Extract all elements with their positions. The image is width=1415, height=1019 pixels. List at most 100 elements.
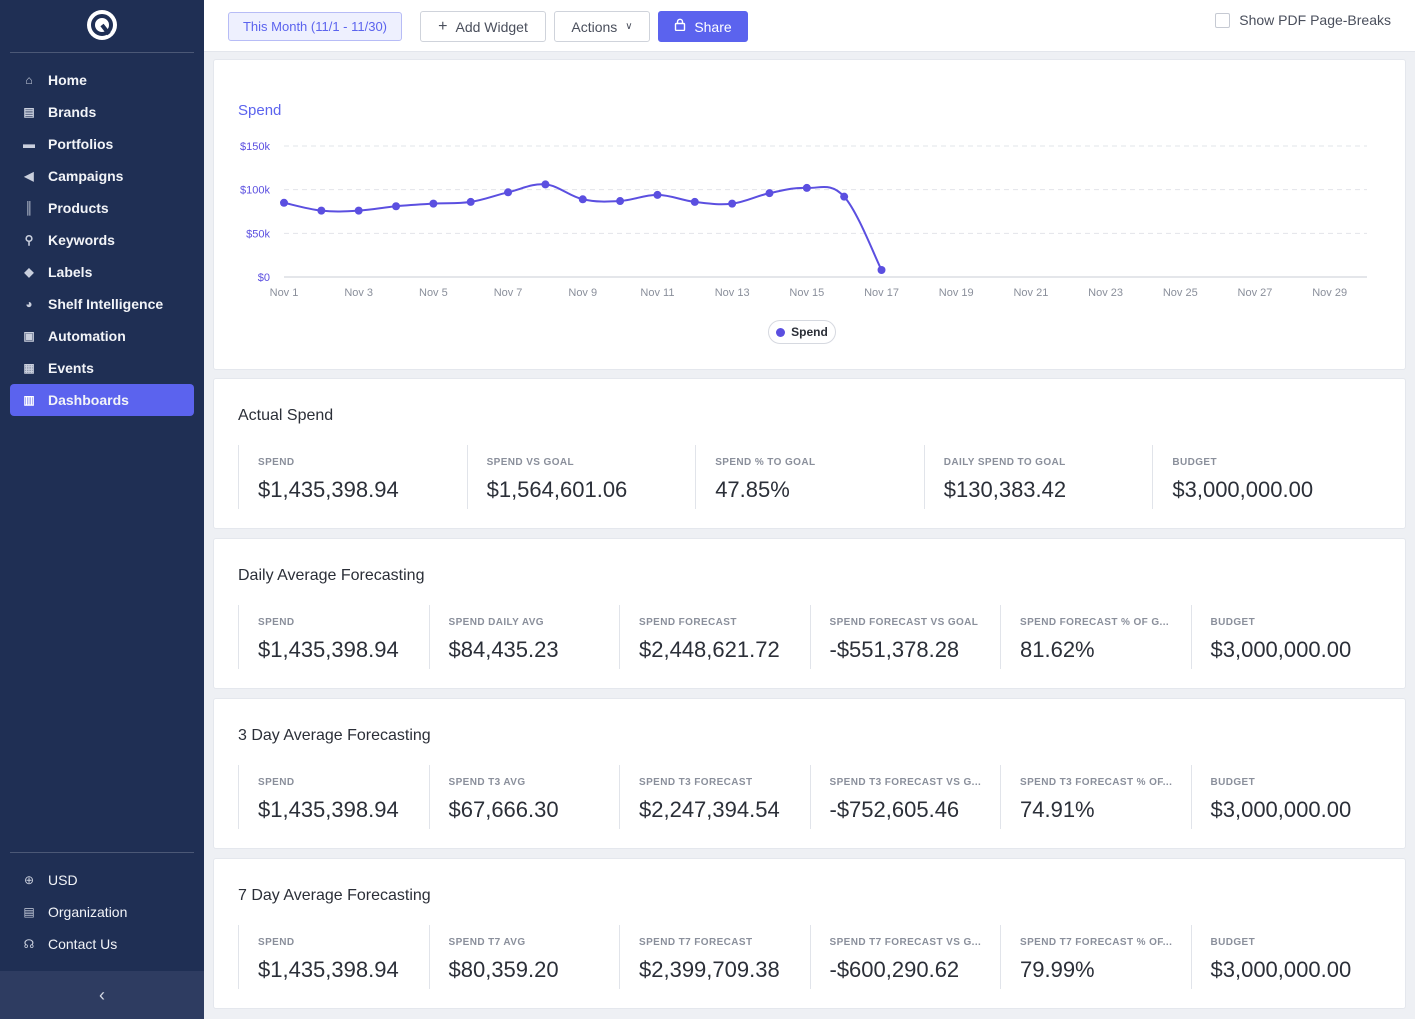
sidebar-item-brands[interactable]: ▤ Brands <box>10 96 194 128</box>
metric-tile: SPEND $1,435,398.94 <box>238 925 429 989</box>
sidebar-item-label: USD <box>48 872 78 888</box>
legend-label: Spend <box>791 325 828 339</box>
metric-label: SPEND FORECAST VS GOAL <box>829 617 979 628</box>
sidebar-item-shelf-intelligence[interactable]: ◕ Shelf Intelligence <box>10 288 194 320</box>
metric-label: SPEND % TO GOAL <box>715 457 816 468</box>
metric-label: SPEND T7 FORECAST VS G... <box>829 937 982 948</box>
metric-label: SPEND T3 FORECAST VS G... <box>829 777 982 788</box>
spend-chart-card: Spend $0 $50k $100k $150k Nov 1 Nov 3 Nov 5 Nov… <box>214 60 1405 369</box>
metric-label: SPEND T3 FORECAST % OF... <box>1020 777 1173 788</box>
sidebar-divider <box>10 52 194 53</box>
metric-tile: SPEND T7 FORECAST $2,399,709.38 <box>619 925 810 989</box>
metric-label: SPEND T7 FORECAST % OF... <box>1020 937 1173 948</box>
x-tick-label: Nov 7 <box>494 287 523 299</box>
sidebar-item-label: Shelf Intelligence <box>48 296 164 312</box>
metric-label: BUDGET <box>1210 777 1256 788</box>
sidebar-item-organization[interactable]: ▤ Organization <box>10 896 194 928</box>
sidebar-item-dashboards[interactable]: ▥ Dashboards <box>10 384 194 416</box>
metric-label: SPEND T3 AVG <box>448 777 526 788</box>
metric-value: $84,435.23 <box>448 637 559 662</box>
add-widget-button[interactable]: + Add Widget <box>420 11 546 42</box>
spend-data-point <box>653 190 662 199</box>
actions-dropdown[interactable]: Actions ∨ <box>554 11 650 42</box>
barcode-icon: ║ <box>24 201 34 215</box>
spend-data-point <box>802 183 811 192</box>
sidebar-item-label: Contact Us <box>48 936 118 952</box>
metric-tile: SPEND T3 FORECAST $2,247,394.54 <box>619 765 810 829</box>
spend-data-point <box>504 188 513 197</box>
metric-value: $2,448,621.72 <box>639 637 780 662</box>
sidebar-item-events[interactable]: ▦ Events <box>10 352 194 384</box>
lock-icon <box>674 18 686 36</box>
sidebar-item-labels[interactable]: ◆ Labels <box>10 256 194 288</box>
metric-tile: SPEND T3 FORECAST VS G... -$752,605.46 <box>809 765 1001 829</box>
metric-value: 74.91% <box>1020 797 1095 822</box>
metrics-row: SPEND $1,435,398.94 SPEND T7 AVG $80,359.20… <box>238 925 1381 989</box>
spend-data-point <box>765 189 774 198</box>
metric-value: $1,435,398.94 <box>258 477 399 502</box>
metrics-panel: 7 Day Average Forecasting SPEND $1,435,398… <box>214 859 1405 1008</box>
sidebar-item-label: Campaigns <box>48 168 124 184</box>
spend-line-chart: $0 $50k $100k $150k Nov 1 Nov 3 Nov 5 Nov 7 Nov … <box>240 141 1367 299</box>
metric-label: SPEND FORECAST <box>639 617 737 628</box>
x-tick-label: Nov 27 <box>1238 287 1273 299</box>
x-tick-label: Nov 19 <box>939 287 974 299</box>
y-tick-label: $0 <box>258 272 270 284</box>
metric-tile: SPEND T3 FORECAST % OF... 74.91% <box>1000 765 1191 829</box>
y-tick-label: $150k <box>240 141 270 153</box>
headset-icon: ☊ <box>23 937 35 951</box>
metric-value: $2,399,709.38 <box>639 957 780 982</box>
sidebar-item-automation[interactable]: ▣ Automation <box>10 320 194 352</box>
spend-data-point <box>354 206 363 215</box>
sidebar-item-label: Keywords <box>48 232 115 248</box>
sidebar-item-keywords[interactable]: ⚲ Keywords <box>10 224 194 256</box>
metric-label: BUDGET <box>1172 457 1217 468</box>
spend-data-point <box>392 202 401 211</box>
spend-data-point <box>690 197 699 206</box>
legend-item-spend[interactable]: Spend <box>768 320 836 344</box>
metric-tile: BUDGET $3,000,000.00 <box>1190 605 1382 669</box>
spend-data-point <box>541 180 550 189</box>
date-range-button[interactable]: This Month (11/1 - 11/30) <box>228 12 402 41</box>
metric-label: SPEND T7 FORECAST <box>639 937 753 948</box>
x-tick-label: Nov 17 <box>864 287 899 299</box>
pdf-page-breaks-checkbox[interactable] <box>1215 12 1231 28</box>
megaphone-icon: ◀ <box>24 169 34 183</box>
metric-label: SPEND <box>258 617 295 628</box>
metric-tile: DAILY SPEND TO GOAL $130,383.42 <box>923 445 1153 509</box>
share-button[interactable]: Share <box>658 11 748 42</box>
metric-value: $1,564,601.06 <box>486 477 628 502</box>
y-tick-label: $50k <box>246 228 270 240</box>
metric-tile: SPEND T3 AVG $67,666.30 <box>428 765 620 829</box>
x-tick-label: Nov 15 <box>789 287 824 299</box>
globe-icon: ⊕ <box>23 873 35 887</box>
sidebar-item-label: Labels <box>48 264 93 280</box>
sidebar-item-label: Dashboards <box>48 392 129 408</box>
chevron-down-icon: ∨ <box>625 21 633 32</box>
x-tick-label: Nov 25 <box>1163 287 1198 299</box>
sidebar-item-campaigns[interactable]: ◀ Campaigns <box>10 160 194 192</box>
sidebar-item-products[interactable]: ║ Products <box>10 192 194 224</box>
collapse-sidebar-button[interactable]: ‹ <box>0 971 204 1019</box>
store-icon: ▤ <box>23 105 35 119</box>
metric-label: DAILY SPEND TO GOAL <box>943 457 1066 468</box>
metric-label: BUDGET <box>1210 617 1256 628</box>
sidebar-item-contact-us[interactable]: ☊ Contact Us <box>10 928 194 960</box>
x-tick-label: Nov 11 <box>640 287 674 299</box>
metric-tile: SPEND FORECAST VS GOAL -$551,378.28 <box>809 605 1001 669</box>
pdf-page-breaks-toggle: Show PDF Page-Breaks <box>1215 12 1391 28</box>
sidebar-item-label: Products <box>48 200 109 216</box>
panel-title: Daily Average Forecasting <box>238 567 425 584</box>
logo[interactable] <box>87 10 117 40</box>
metric-label: SPEND <box>258 777 295 788</box>
metric-value: $67,666.30 <box>448 797 559 822</box>
pdf-page-breaks-label: Show PDF Page-Breaks <box>1239 12 1391 28</box>
sidebar-item-home[interactable]: ⌂ Home <box>10 64 194 96</box>
panel-title: 3 Day Average Forecasting <box>238 727 431 744</box>
sidebar-item-portfolios[interactable]: ▬ Portfolios <box>10 128 194 160</box>
chart-title: Spend <box>238 102 282 119</box>
metrics-panel: 3 Day Average Forecasting SPEND $1,435,398… <box>214 699 1405 848</box>
spend-data-point <box>616 197 625 206</box>
home-icon: ⌂ <box>25 73 33 87</box>
sidebar-item-usd[interactable]: ⊕ USD <box>10 864 194 896</box>
